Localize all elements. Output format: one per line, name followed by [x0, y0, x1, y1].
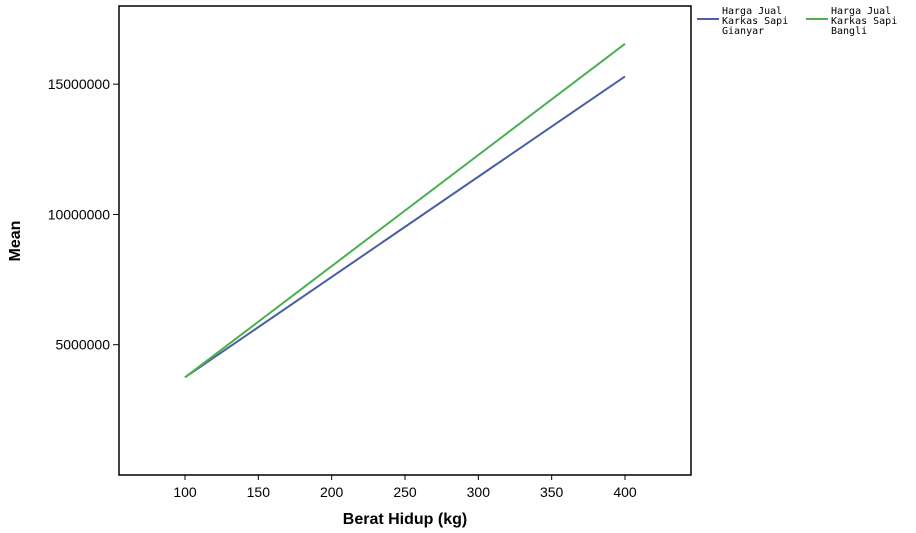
legend-label-2: Harga Jual [831, 6, 891, 17]
plot-frame [118, 5, 692, 476]
y-axis: 5000000 10000000 15000000 [48, 76, 119, 353]
x-tick-label: 250 [393, 484, 417, 500]
x-tick-label: 100 [173, 484, 197, 500]
x-tick-label: 350 [540, 484, 564, 500]
legend-label-2: Bangli [831, 26, 867, 37]
series-lines [184, 43, 626, 379]
x-axis: 100 150 200 250 300 350 400 [173, 475, 637, 500]
legend-label-2: Karkas Sapi [831, 16, 897, 27]
x-axis-title: Berat Hidup (kg) [343, 511, 467, 528]
series-line-1 [184, 75, 626, 379]
legend-label-1: Karkas Sapi [722, 16, 788, 27]
x-tick-label: 300 [467, 484, 491, 500]
x-tick-label: 150 [247, 484, 271, 500]
y-tick-label: 5000000 [55, 337, 110, 353]
y-tick-label: 15000000 [48, 76, 111, 92]
x-tick-label: 400 [613, 484, 637, 500]
x-tick-label: 200 [320, 484, 344, 500]
legend-label-1: Gianyar [722, 26, 764, 37]
y-axis-title: Mean [7, 221, 24, 262]
series-line-2 [184, 43, 626, 379]
legend-label-1: Harga Jual [722, 6, 782, 17]
y-tick-label: 10000000 [48, 206, 111, 222]
